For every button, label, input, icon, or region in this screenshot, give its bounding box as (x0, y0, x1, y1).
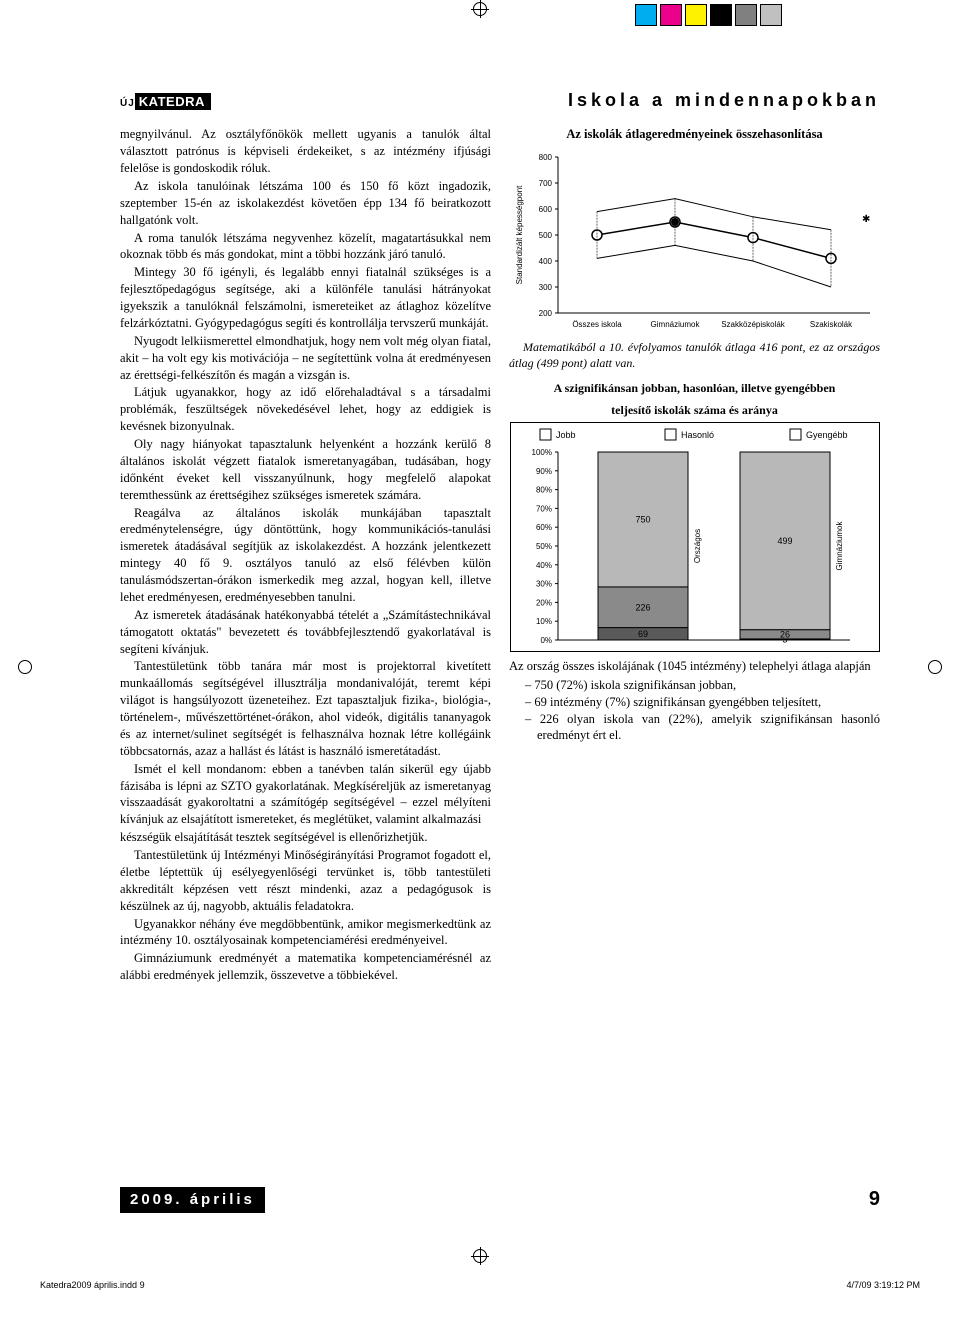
svg-text:499: 499 (777, 536, 792, 546)
svg-text:100%: 100% (531, 448, 551, 457)
svg-text:69: 69 (637, 629, 647, 639)
svg-text:800: 800 (538, 153, 552, 162)
paragraph: Tantestületünk több tanára már most is p… (120, 658, 491, 759)
paragraph: Látjuk ugyanakkor, hogy az idő előrehala… (120, 384, 491, 435)
crop-marks-bottom (0, 1247, 960, 1269)
svg-text:70%: 70% (535, 504, 551, 513)
color-calibration-squares (635, 4, 782, 26)
paragraph: Ismét el kell mondanom: ebben a tanévben… (120, 761, 491, 829)
svg-text:30%: 30% (535, 580, 551, 589)
svg-text:10%: 10% (535, 617, 551, 626)
svg-text:300: 300 (538, 283, 552, 292)
indesign-slug: Katedra2009 április.indd 9 4/7/09 3:19:1… (0, 1269, 960, 1299)
svg-text:26: 26 (779, 629, 789, 639)
svg-text:700: 700 (538, 179, 552, 188)
svg-text:80%: 80% (535, 486, 551, 495)
svg-text:Gimnáziumok: Gimnáziumok (650, 320, 700, 329)
list-item: 750 (72%) iskola szignifikánsan jobban, (537, 677, 880, 694)
chart1-caption: Matematikából a 10. évfolyamos tanulók á… (509, 339, 880, 371)
paragraph: megnyilvánul. Az osztályfőnökök mellett … (120, 126, 491, 177)
svg-text:400: 400 (538, 257, 552, 266)
svg-text:0%: 0% (540, 636, 552, 645)
svg-text:Gimnáziumok: Gimnáziumok (835, 520, 844, 570)
bullet-list: 750 (72%) iskola szignifikánsan jobban, … (509, 677, 880, 745)
paragraph: Gimnáziumunk eredményét a matematika kom… (120, 950, 491, 984)
list-item: 69 intézmény (7%) szignifikánsan gyengéb… (537, 694, 880, 711)
svg-text:Hasonló: Hasonló (681, 430, 714, 440)
paragraph: A roma tanulók létszáma negyvenhez közel… (120, 230, 491, 264)
chart1-title: Az iskolák átlageredményeinek összehason… (509, 126, 880, 143)
brand-prefix: ÚJ (120, 98, 135, 109)
svg-text:✱: ✱ (862, 214, 870, 225)
svg-text:Országos: Országos (693, 529, 702, 563)
chart2-title-line2: teljesítő iskolák száma és aránya (509, 402, 880, 418)
chart1-block: Az iskolák átlageredményeinek összehason… (509, 126, 880, 371)
crop-marks (0, 0, 960, 28)
svg-text:Gyengébb: Gyengébb (806, 430, 848, 440)
page-number: 9 (869, 1186, 880, 1213)
paragraph: Nyugodt lelkiismerettel elmondhatjuk, ho… (120, 333, 491, 384)
svg-text:750: 750 (635, 514, 650, 524)
chart1-svg: 200 300 400 500 600 700 800 Standardizált képes… (510, 149, 880, 339)
svg-text:40%: 40% (535, 561, 551, 570)
chart2-title-line1: A szignifikánsan jobban, hasonlóan, ille… (509, 380, 880, 396)
brand-block: ÚJKATEDRA (120, 93, 211, 111)
svg-text:90%: 90% (535, 467, 551, 476)
svg-text:20%: 20% (535, 598, 551, 607)
svg-text:50%: 50% (535, 542, 551, 551)
svg-text:Szakiskolák: Szakiskolák (809, 320, 852, 329)
list-item: 226 olyan iskola van (22%), amelyik szig… (537, 711, 880, 745)
chart2-svg: Jobb Hasonló Gyengébb 0% 10% 20% 30% 40% 50% 60% 7… (510, 422, 880, 652)
paragraph: Oly nagy hiányokat tapasztalunk helyenké… (120, 436, 491, 504)
svg-text:600: 600 (538, 205, 552, 214)
svg-text:Jobb: Jobb (556, 430, 576, 440)
svg-text:500: 500 (538, 231, 552, 240)
indesign-file: Katedra2009 április.indd 9 (40, 1279, 145, 1291)
svg-text:60%: 60% (535, 523, 551, 532)
paragraph: Az ismeretek átadásának hatékonyabbá tét… (120, 607, 491, 658)
brand-name: KATEDRA (135, 93, 211, 110)
article-body: megnyilvánul. Az osztályfőnökök mellett … (120, 126, 880, 1176)
svg-text:Összes iskola: Összes iskola (572, 320, 622, 329)
paragraph: Mintegy 30 fő igényli, és legalább ennyi… (120, 264, 491, 332)
registration-mark-bottom-icon (473, 1249, 487, 1263)
page-footer: 2009. április 9 (120, 1186, 880, 1217)
svg-text:200: 200 (538, 309, 552, 318)
paragraph: Tantestületünk új Intézményi Minőségirán… (120, 847, 491, 915)
page-content: ÚJKATEDRA Iskola a mindennapokban megnyi… (0, 28, 960, 1247)
paragraph: készségük elsajátítását tesztek segítség… (120, 829, 491, 846)
svg-text:Szakközépiskolák: Szakközépiskolák (721, 320, 786, 329)
svg-text:226: 226 (635, 602, 650, 612)
page-header: ÚJKATEDRA Iskola a mindennapokban (120, 88, 880, 112)
footer-date: 2009. április (120, 1187, 265, 1213)
paragraph: Az iskola tanulóinak létszáma 100 és 150… (120, 178, 491, 229)
paragraph: Ugyanakkor néhány éve megdöbbentünk, ami… (120, 916, 491, 950)
chart2-after-paragraph: Az ország összes iskolájának (1045 intéz… (509, 658, 880, 675)
registration-mark-icon (473, 2, 487, 16)
paragraph: Reagálva az általános iskolák munkájában… (120, 505, 491, 606)
indesign-timestamp: 4/7/09 3:19:12 PM (846, 1279, 920, 1291)
chart2-block: A szignifikánsan jobban, hasonlóan, ille… (509, 380, 880, 652)
section-title: Iskola a mindennapokban (568, 88, 880, 112)
svg-text:Standardizált képességpont: Standardizált képességpont (515, 185, 524, 285)
